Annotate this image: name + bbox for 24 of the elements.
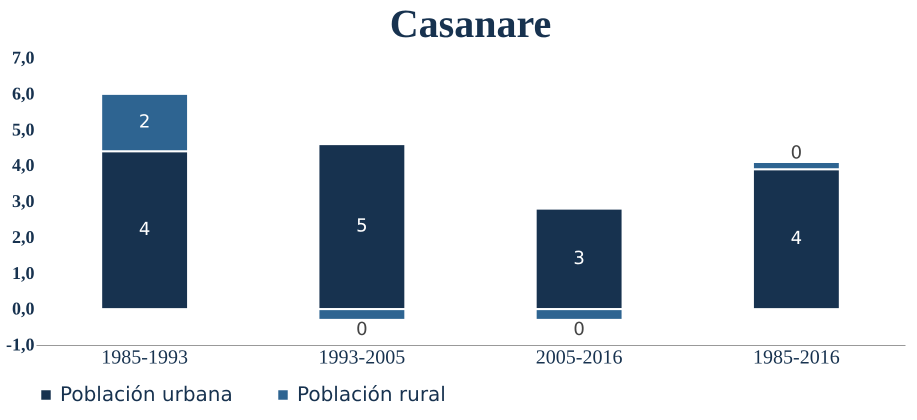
- data-label: 0: [356, 318, 368, 340]
- chart-title: Casanare: [390, 1, 552, 46]
- y-tick-label: 7,0: [12, 48, 34, 68]
- x-tick-label: 1985-2016: [753, 346, 840, 368]
- x-tick-label: 2005-2016: [536, 346, 622, 368]
- legend-label: Población urbana: [60, 382, 233, 406]
- y-tick-label: 4,0: [12, 155, 34, 176]
- y-tick-label: 5,0: [12, 119, 34, 140]
- y-tick-label: 6,0: [12, 83, 34, 104]
- legend-label: Población rural: [297, 382, 446, 406]
- y-tick-label: 2,0: [12, 226, 34, 247]
- y-tick-label: 1,0: [12, 262, 34, 283]
- x-tick-label: 1985-1993: [101, 346, 188, 368]
- data-label: 4: [138, 219, 150, 240]
- data-label: 0: [573, 318, 585, 340]
- x-tick-label: 1993-2005: [318, 346, 406, 368]
- y-tick-label: 0,0: [12, 298, 34, 319]
- data-label: 4: [790, 228, 802, 250]
- data-label: 5: [356, 216, 368, 237]
- y-tick-label: -1,0: [6, 334, 34, 354]
- data-label: 2: [138, 112, 150, 133]
- y-tick-label: 3,0: [12, 191, 34, 211]
- data-label: 3: [573, 248, 585, 269]
- data-label: 0: [790, 142, 802, 164]
